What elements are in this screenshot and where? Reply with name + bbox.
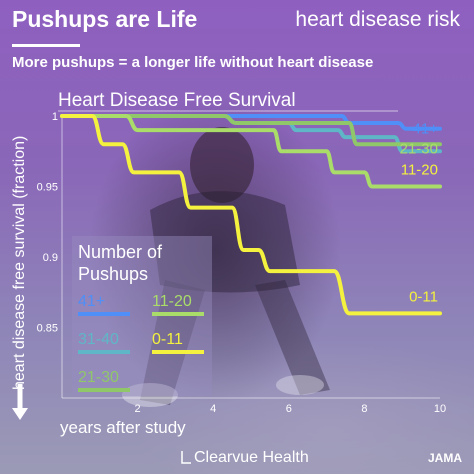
legend: Number of Pushups 41+ 11-20 31-40 0-11 21-30 [72, 236, 212, 396]
x-tick-label: 10 [434, 403, 446, 415]
legend-item-label: 0-11 [152, 331, 183, 348]
legend-items: 41+ 11-20 31-40 0-11 21-30 [78, 293, 204, 392]
axes [61, 116, 440, 399]
series-line-11-20 [60, 114, 442, 189]
page-title: Pushups are Life [12, 6, 198, 32]
legend-item-swatch [78, 388, 130, 392]
series-line-21-30 [60, 114, 442, 147]
chart-title: Heart Disease Free Survival [58, 90, 296, 111]
tagline: heart disease risk [295, 8, 460, 31]
y-tick-label: 1 [52, 111, 58, 123]
end-label: 41+ [413, 121, 439, 138]
legend-item-swatch [78, 312, 130, 316]
legend-item-label: 11-20 [152, 293, 192, 310]
y-tick-label: 0.95 [37, 182, 58, 194]
legend-item-swatch [152, 312, 204, 316]
end-label: 21-30 [400, 140, 438, 157]
series-line-41+ [60, 114, 442, 131]
legend-item-label: 31-40 [78, 331, 119, 348]
y-tick-label: 0.85 [37, 323, 58, 335]
legend-title-line2: Pushups [78, 264, 148, 284]
end-label: 11-20 [401, 162, 438, 179]
legend-item-swatch [78, 350, 130, 354]
title-underline [12, 44, 80, 47]
x-tick-label: 2 [135, 403, 141, 415]
x-tick-label: 6 [286, 403, 292, 415]
end-label: 0-11 [409, 288, 438, 305]
x-tick-labels: 2 4 6 8 10 [135, 403, 447, 415]
y-tick-labels: 1 0.95 0.9 0.85 [37, 111, 58, 335]
legend-item-label: 21-30 [78, 369, 119, 386]
x-axis-label: years after study [60, 418, 186, 437]
y-tick-label: 0.9 [43, 252, 58, 264]
brand-name: Clearvue Health [194, 449, 309, 466]
source-credit: JAMA [427, 451, 462, 465]
x-tick-label: 8 [361, 403, 367, 415]
legend-item-swatch [152, 350, 204, 354]
legend-item-label: 41+ [78, 293, 105, 310]
end-labels: 41+ 21-30 11-20 0-11 [400, 121, 439, 306]
series-lines [60, 114, 442, 316]
y-axis-arrow [12, 384, 28, 420]
subtitle: More pushups = a longer life without hea… [12, 54, 374, 71]
series-line-0-11 [60, 114, 442, 316]
clearvue-logo-icon [181, 451, 191, 464]
x-tick-label: 4 [210, 403, 216, 415]
y-axis-label: heart disease free survival (fraction) [11, 136, 28, 390]
legend-title-line1: Number of [78, 242, 163, 262]
